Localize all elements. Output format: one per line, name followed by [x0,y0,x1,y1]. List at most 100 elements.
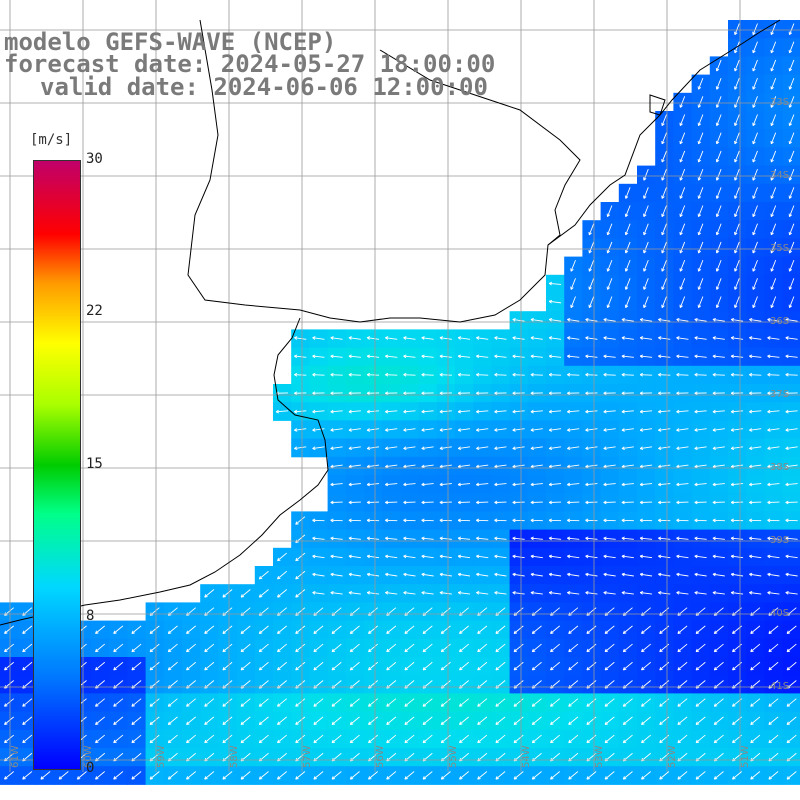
wind-arrow [348,592,361,595]
wind-arrow-head [730,555,734,559]
wind-arrow [698,96,704,108]
wind-arrow-head [694,319,698,322]
wind-arrow [640,573,653,577]
wind-arrow-head [403,573,407,577]
wind-arrow-head [698,250,702,254]
wind-arrow-head [658,355,662,359]
wind-arrow [258,698,269,707]
wind-arrow [786,698,797,707]
wind-arrow-head [767,355,771,359]
wind-arrow-head [786,650,791,653]
wind-arrow-head [259,705,263,707]
wind-arrow [603,446,616,450]
wind-arrow [607,241,613,254]
wind-arrow [676,318,689,322]
wind-arrow-head [186,759,190,762]
wind-arrow-head [550,778,554,780]
wind-arrow [661,278,667,290]
wind-arrow-head [4,687,8,689]
wind-arrow-head [331,778,336,780]
wind-arrow-head [421,448,425,451]
wind-arrow [568,716,579,725]
wind-arrow [348,573,361,577]
wind-arrow [789,241,795,254]
wind-arrow [734,205,740,217]
wind-arrow-head [330,448,334,451]
wind-arrow [240,589,251,598]
wind-arrow-head [331,632,336,634]
wind-arrow-head [661,178,665,181]
wind-arrow [477,771,488,780]
wind-arrow [348,555,361,559]
wind-arrow-head [532,778,536,780]
wind-arrow-head [749,537,753,541]
wind-arrow-head [457,411,462,414]
wind-arrow-head [603,392,607,396]
wind-arrow [770,223,777,236]
wind-arrow-head [607,232,611,236]
wind-arrow-head [712,448,716,451]
wind-arrow [604,771,615,780]
wind-arrow [367,410,380,413]
wind-arrow-head [641,759,645,762]
wind-arrow [22,771,33,780]
wind-arrow [677,771,688,780]
wind-arrow-head [441,723,445,725]
wind-arrow [603,573,616,577]
wind-arrow [785,337,798,340]
wind-arrow [712,483,725,486]
wind-arrow [585,318,598,322]
wind-arrow [585,428,598,431]
wind-arrow-head [457,337,461,340]
wind-arrow [349,643,360,653]
wind-arrow-head [495,668,499,671]
wind-arrow [661,296,667,308]
wind-arrow-head [752,269,756,272]
wind-arrow [770,259,777,272]
wind-arrow-head [168,723,172,725]
wind-arrow-head [752,105,756,108]
wind-arrow [640,428,653,431]
wind-arrow-head [532,705,536,707]
wind-arrow [295,570,306,580]
wind-arrow [421,555,434,559]
wind-arrow-head [771,305,774,309]
wind-arrow [222,661,233,671]
wind-arrow-head [639,555,643,559]
wind-arrow-head [348,502,352,505]
wind-arrow-head [661,269,665,272]
wind-arrow-head [712,411,716,414]
wind-arrow [222,625,233,634]
wind-arrow [698,114,704,126]
wind-arrow [661,241,667,254]
wind-arrow [568,734,579,744]
wind-arrow [603,592,616,595]
wind-arrow-head [348,592,352,595]
wind-arrow-head [366,374,370,377]
wind-arrow-head [550,687,554,689]
wind-arrow-head [312,392,316,396]
wind-arrow-head [680,232,683,236]
wind-arrow [476,337,489,340]
wind-arrow [585,573,598,577]
wind-arrow [459,625,470,634]
wind-arrow [403,464,416,468]
wind-arrow [712,464,725,468]
wind-arrow-head [494,448,498,451]
wind-arrow-head [385,411,389,414]
wind-arrow-head [494,519,498,523]
wind-arrow-head [786,632,791,634]
wind-arrow-head [658,411,662,414]
wind-arrow-head [712,484,716,487]
wind-arrow-head [767,374,771,377]
wind-arrow-head [131,759,135,762]
wind-arrow-head [548,374,552,377]
wind-arrow [204,771,215,780]
wind-arrow-head [186,632,190,634]
wind-arrow-head [350,650,354,653]
wind-arrow [625,296,631,308]
wind-arrow [770,150,777,163]
wind-arrow-head [422,705,427,707]
wind-arrow [439,483,452,486]
wind-arrow [752,77,758,90]
